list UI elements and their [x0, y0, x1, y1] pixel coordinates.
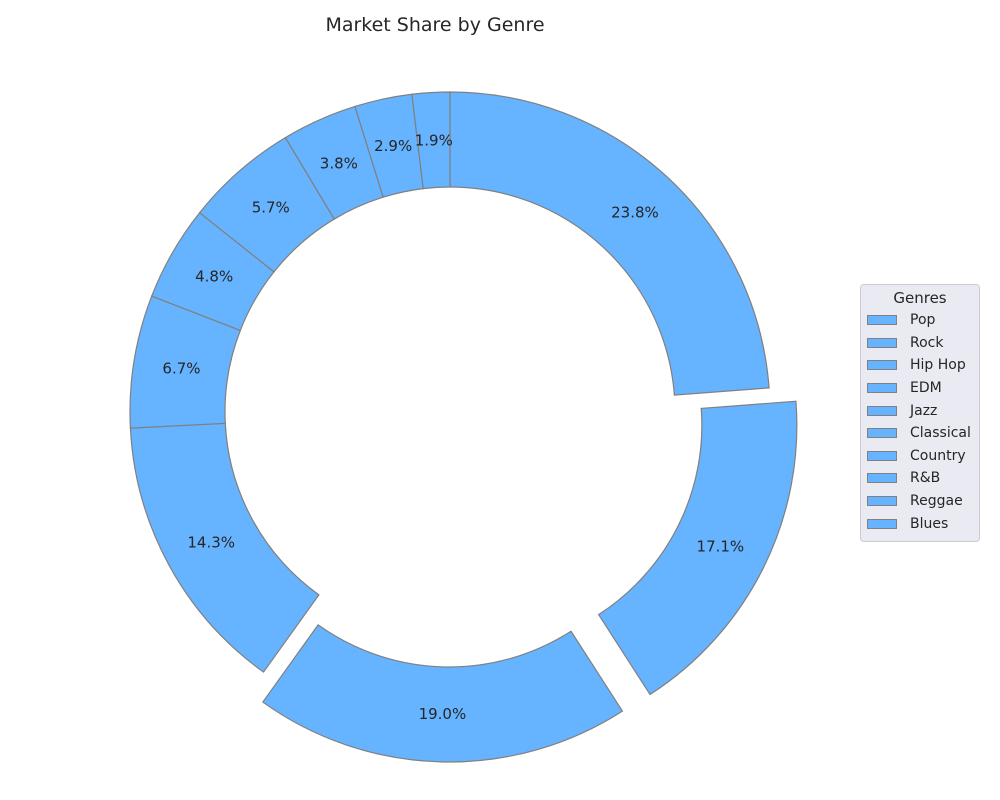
legend-item-randb: R&B: [861, 467, 979, 490]
legend-label: Pop: [910, 312, 936, 329]
legend-item-blues: Blues: [861, 512, 979, 535]
slice-blues: [411, 91, 451, 190]
legend-items: Pop Rock Hip Hop EDM Jazz Classical Country R&B…: [861, 309, 979, 535]
slice-label-edm: 14.3%: [187, 533, 235, 551]
legend-swatch: [867, 496, 897, 507]
legend-item-reggae: Reggae: [861, 490, 979, 513]
legend-label: EDM: [910, 380, 942, 397]
legend-item-classical: Classical: [861, 422, 979, 445]
legend-swatch: [867, 383, 897, 394]
chart-title: Market Share by Genre: [325, 14, 545, 36]
slice-label-hip-hop: 19.0%: [419, 705, 467, 723]
legend-item-hip-hop: Hip Hop: [861, 354, 979, 377]
slice-rock: [597, 400, 798, 696]
slice-pop: [449, 91, 770, 396]
legend-label: Hip Hop: [910, 357, 966, 374]
legend-label: Jazz: [910, 402, 938, 419]
slice-label-pop: 23.8%: [611, 204, 659, 222]
legend-label: Country: [910, 447, 966, 464]
legend-swatch: [867, 360, 897, 371]
legend-item-country: Country: [861, 445, 979, 468]
slice-label-country: 5.7%: [252, 198, 290, 216]
legend: Genres Pop Rock Hip Hop EDM Jazz Classical Cou…: [860, 284, 980, 542]
legend-swatch: [867, 473, 897, 484]
legend-label: Classical: [910, 425, 971, 442]
legend-label: R&B: [910, 470, 941, 487]
legend-title: Genres: [893, 289, 947, 307]
slice-label-blues: 1.9%: [415, 131, 453, 149]
slice-label-rock: 17.1%: [697, 538, 745, 556]
slice-label-randb: 3.8%: [320, 155, 358, 173]
legend-swatch: [867, 428, 897, 439]
legend-label: Blues: [910, 515, 949, 532]
slice-label-jazz: 6.7%: [162, 360, 200, 378]
slice-hip-hop: [261, 624, 624, 763]
legend-item-pop: Pop: [861, 309, 979, 332]
legend-swatch: [867, 315, 897, 326]
legend-swatch: [867, 337, 897, 348]
legend-item-rock: Rock: [861, 332, 979, 355]
legend-item-edm: EDM: [861, 377, 979, 400]
legend-swatch: [867, 405, 897, 416]
donut-chart: 23.8% 17.1% 19.0% 14.3% 6.7% 4.8% 5.7% 3.8% 2.9%…: [129, 91, 798, 763]
slice-label-reggae: 2.9%: [374, 137, 412, 155]
legend-swatch: [867, 518, 897, 529]
legend-item-jazz: Jazz: [861, 399, 979, 422]
legend-label: Reggae: [910, 493, 963, 510]
legend-label: Rock: [910, 334, 944, 351]
legend-swatch: [867, 450, 897, 461]
slice-label-classical: 4.8%: [195, 267, 233, 285]
